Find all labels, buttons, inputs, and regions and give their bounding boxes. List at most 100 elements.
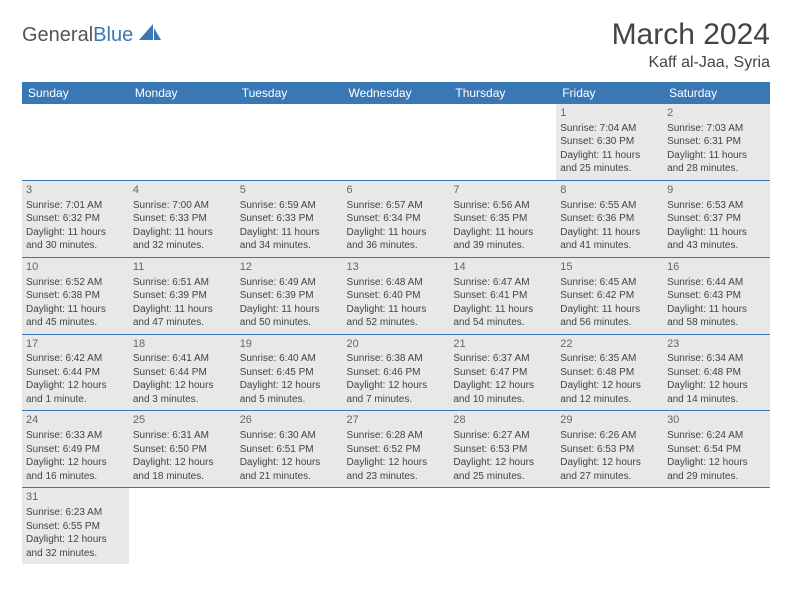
day-number: 24 (26, 413, 125, 428)
calendar-day-cell: 12Sunrise: 6:49 AMSunset: 6:39 PMDayligh… (236, 257, 343, 334)
calendar-day-cell: 15Sunrise: 6:45 AMSunset: 6:42 PMDayligh… (556, 257, 663, 334)
day-number: 25 (133, 413, 232, 428)
calendar-day-cell: 3Sunrise: 7:01 AMSunset: 6:32 PMDaylight… (22, 180, 129, 257)
calendar-day-cell (22, 104, 129, 180)
day-number: 5 (240, 183, 339, 198)
day-number: 31 (26, 490, 125, 505)
daylight-text: Daylight: 11 hours and 52 minutes. (347, 303, 446, 330)
calendar-day-cell: 19Sunrise: 6:40 AMSunset: 6:45 PMDayligh… (236, 334, 343, 411)
calendar-week-row: 10Sunrise: 6:52 AMSunset: 6:38 PM Dayligh… (22, 257, 770, 334)
day-number: 30 (667, 413, 766, 428)
day-number: 22 (560, 337, 659, 352)
calendar-week-row: 3Sunrise: 7:01 AMSunset: 6:32 PMDaylight… (22, 180, 770, 257)
title-block: March 2024 Kaff al-Jaa, Syria (612, 18, 770, 72)
daylight-text: Daylight: 12 hours and 12 minutes. (560, 379, 659, 406)
sunset-text: Sunset: 6:53 PM (560, 443, 659, 457)
month-title: March 2024 (612, 18, 770, 52)
sail-icon (139, 24, 161, 47)
calendar-day-cell: 13Sunrise: 6:48 AMSunset: 6:40 PMDayligh… (343, 257, 450, 334)
sunset-text: Sunset: 6:44 PM (26, 366, 125, 380)
sunrise-text: Sunrise: 6:47 AM (453, 276, 552, 290)
sunrise-text: Sunrise: 6:31 AM (133, 429, 232, 443)
day-number: 29 (560, 413, 659, 428)
calendar-day-cell: 5Sunrise: 6:59 AMSunset: 6:33 PMDaylight… (236, 180, 343, 257)
calendar-day-cell: 28Sunrise: 6:27 AMSunset: 6:53 PMDayligh… (449, 411, 556, 488)
day-number: 23 (667, 337, 766, 352)
sunset-text: Sunset: 6:39 PM (240, 289, 339, 303)
day-number: 14 (453, 260, 552, 275)
sunrise-text: Sunrise: 6:24 AM (667, 429, 766, 443)
daylight-text: Daylight: 12 hours and 7 minutes. (347, 379, 446, 406)
daylight-text: Daylight: 11 hours and 56 minutes. (560, 303, 659, 330)
day-number: 4 (133, 183, 232, 198)
sunrise-text: Sunrise: 6:57 AM (347, 199, 446, 213)
logo: General Blue (22, 18, 161, 47)
calendar-day-cell (343, 104, 450, 180)
sunset-text: Sunset: 6:50 PM (133, 443, 232, 457)
calendar-day-cell: 17Sunrise: 6:42 AMSunset: 6:44 PMDayligh… (22, 334, 129, 411)
calendar-day-cell (129, 104, 236, 180)
sunrise-text: Sunrise: 6:38 AM (347, 352, 446, 366)
calendar-day-cell: 4Sunrise: 7:00 AMSunset: 6:33 PMDaylight… (129, 180, 236, 257)
logo-text-general: General (22, 24, 93, 47)
calendar-day-cell: 18Sunrise: 6:41 AMSunset: 6:44 PMDayligh… (129, 334, 236, 411)
day-number: 7 (453, 183, 552, 198)
day-number: 10 (26, 260, 125, 275)
sunset-text: Sunset: 6:54 PM (667, 443, 766, 457)
day-number: 20 (347, 337, 446, 352)
calendar-day-cell: 6Sunrise: 6:57 AMSunset: 6:34 PMDaylight… (343, 180, 450, 257)
sunset-text: Sunset: 6:39 PM (133, 289, 232, 303)
daylight-text: Daylight: 11 hours and 28 minutes. (667, 149, 766, 176)
sunset-text: Sunset: 6:38 PM (26, 289, 125, 303)
sunset-text: Sunset: 6:55 PM (26, 520, 125, 534)
daylight-text: Daylight: 12 hours and 16 minutes. (26, 456, 125, 483)
sunset-text: Sunset: 6:35 PM (453, 212, 552, 226)
sunset-text: Sunset: 6:32 PM (26, 212, 125, 226)
day-number: 19 (240, 337, 339, 352)
day-number: 12 (240, 260, 339, 275)
day-number: 21 (453, 337, 552, 352)
weekday-header: Sunday (22, 82, 129, 104)
sunrise-text: Sunrise: 6:56 AM (453, 199, 552, 213)
sunrise-text: Sunrise: 6:42 AM (26, 352, 125, 366)
sunset-text: Sunset: 6:31 PM (667, 135, 766, 149)
weekday-header: Thursday (449, 82, 556, 104)
daylight-text: Daylight: 12 hours and 25 minutes. (453, 456, 552, 483)
calendar-day-cell (129, 488, 236, 564)
calendar-day-cell (556, 488, 663, 564)
daylight-text: Daylight: 11 hours and 47 minutes. (133, 303, 232, 330)
sunrise-text: Sunrise: 6:34 AM (667, 352, 766, 366)
calendar-day-cell: 30Sunrise: 6:24 AMSunset: 6:54 PMDayligh… (663, 411, 770, 488)
sunrise-text: Sunrise: 6:45 AM (560, 276, 659, 290)
sunset-text: Sunset: 6:49 PM (26, 443, 125, 457)
day-number: 9 (667, 183, 766, 198)
calendar-day-cell: 14Sunrise: 6:47 AMSunset: 6:41 PMDayligh… (449, 257, 556, 334)
sunset-text: Sunset: 6:37 PM (667, 212, 766, 226)
daylight-text: Daylight: 11 hours and 34 minutes. (240, 226, 339, 253)
sunrise-text: Sunrise: 6:30 AM (240, 429, 339, 443)
daylight-text: Daylight: 12 hours and 21 minutes. (240, 456, 339, 483)
day-number: 11 (133, 260, 232, 275)
calendar-day-cell (236, 488, 343, 564)
sunrise-text: Sunrise: 6:49 AM (240, 276, 339, 290)
weekday-header: Saturday (663, 82, 770, 104)
weekday-header: Friday (556, 82, 663, 104)
sunrise-text: Sunrise: 6:52 AM (26, 276, 125, 290)
daylight-text: Daylight: 11 hours and 30 minutes. (26, 226, 125, 253)
daylight-text: Daylight: 12 hours and 27 minutes. (560, 456, 659, 483)
calendar-day-cell: 16Sunrise: 6:44 AMSunset: 6:43 PMDayligh… (663, 257, 770, 334)
daylight-text: Daylight: 11 hours and 32 minutes. (133, 226, 232, 253)
daylight-text: Daylight: 12 hours and 3 minutes. (133, 379, 232, 406)
daylight-text: Daylight: 11 hours and 25 minutes. (560, 149, 659, 176)
sunset-text: Sunset: 6:53 PM (453, 443, 552, 457)
day-number: 3 (26, 183, 125, 198)
header-row: General Blue March 2024 Kaff al-Jaa, Syr… (22, 18, 770, 72)
sunset-text: Sunset: 6:46 PM (347, 366, 446, 380)
calendar-day-cell: 2Sunrise: 7:03 AMSunset: 6:31 PMDaylight… (663, 104, 770, 180)
calendar-day-cell: 27Sunrise: 6:28 AMSunset: 6:52 PMDayligh… (343, 411, 450, 488)
calendar-day-cell: 10Sunrise: 6:52 AMSunset: 6:38 PMDayligh… (22, 257, 129, 334)
sunrise-text: Sunrise: 6:26 AM (560, 429, 659, 443)
daylight-text: Daylight: 11 hours and 39 minutes. (453, 226, 552, 253)
sunrise-text: Sunrise: 6:53 AM (667, 199, 766, 213)
daylight-text: Daylight: 12 hours and 23 minutes. (347, 456, 446, 483)
